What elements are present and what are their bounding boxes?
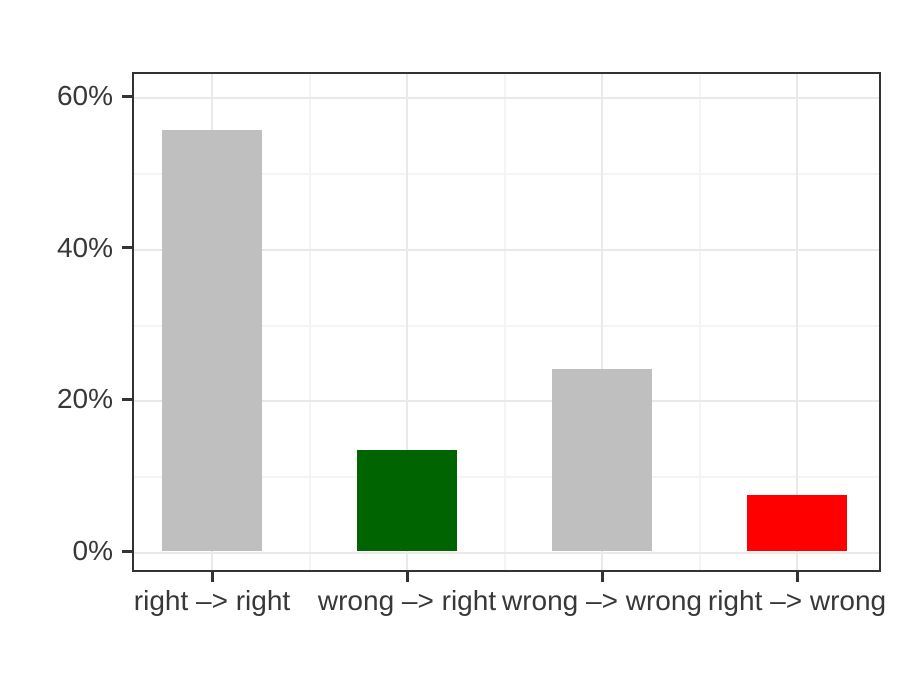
x-tick-label-3: right –> wrong bbox=[707, 585, 887, 616]
gridline-x-major-3 bbox=[796, 74, 798, 570]
gridline-y-minor-10 bbox=[134, 476, 879, 479]
gridline-y-minor-50 bbox=[134, 172, 879, 175]
y-tick-label-0: 0% bbox=[72, 535, 113, 566]
x-tick-label-2: wrong –> wrong bbox=[501, 585, 702, 616]
gridline-x-minor-2 bbox=[698, 74, 701, 570]
y-tick-label-40: 40% bbox=[56, 231, 113, 263]
x-tick-1 bbox=[405, 572, 409, 582]
bar-wrong-right bbox=[357, 450, 457, 551]
y-tick-60 bbox=[122, 94, 132, 98]
gridline-x-minor-0 bbox=[308, 74, 311, 570]
gridline-y-major-0 bbox=[134, 552, 879, 554]
y-tick-label-20: 20% bbox=[56, 383, 113, 415]
x-tick-0 bbox=[210, 572, 214, 582]
y-tick-40 bbox=[122, 246, 132, 250]
plot-panel bbox=[132, 72, 881, 572]
gridline-y-major-20 bbox=[134, 400, 879, 403]
gridline-y-major-40 bbox=[134, 248, 879, 251]
gridline-y-minor-30 bbox=[134, 324, 879, 327]
gridline-x-major-2 bbox=[601, 74, 603, 570]
gridline-x-major-1 bbox=[406, 74, 408, 570]
x-tick-2 bbox=[600, 572, 604, 582]
bar-wrong-wrong bbox=[552, 369, 652, 551]
y-tick-0 bbox=[122, 549, 132, 553]
x-tick-3 bbox=[795, 572, 799, 582]
bar-right-right bbox=[162, 130, 262, 551]
bar-right-wrong bbox=[747, 494, 847, 551]
gridline-y-major-60 bbox=[134, 97, 879, 99]
x-tick-label-1: wrong –> right bbox=[317, 585, 497, 616]
y-tick-label-60: 60% bbox=[56, 80, 113, 111]
x-tick-label-0: right –> right bbox=[133, 585, 291, 616]
gridline-x-minor-1 bbox=[503, 74, 506, 570]
y-tick-20 bbox=[122, 397, 132, 401]
